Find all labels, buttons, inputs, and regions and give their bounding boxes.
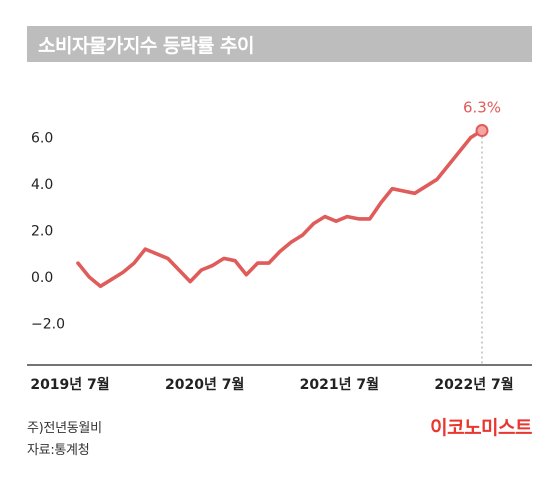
chart-title-bar: 소비자물가지수 등락률 추이 <box>27 26 532 62</box>
x-tick-label: 2021년 7월 <box>300 376 379 393</box>
highlight-marker <box>475 124 489 138</box>
series-line <box>76 128 484 289</box>
highlight-value-label: 6.3% <box>463 99 501 117</box>
x-tick-label: 2022년 7월 <box>434 376 513 393</box>
brand-logo: 이코노미스트 <box>430 417 532 439</box>
y-tick-label: −2.0 <box>31 317 65 333</box>
x-tick-label: 2020년 7월 <box>165 376 244 393</box>
chart-title: 소비자물가지수 등락률 추이 <box>38 34 255 57</box>
y-tick-label: 4.0 <box>31 177 53 193</box>
y-tick-label: 0.0 <box>31 270 53 286</box>
footnote-source: 자료:통계청 <box>27 443 90 458</box>
x-tick-label: 2019년 7월 <box>30 376 109 393</box>
footnotes: 주)전년동월비 자료:통계청 <box>27 418 102 462</box>
footnote-basis: 주)전년동월비 <box>27 421 102 436</box>
y-tick-label: 2.0 <box>31 224 53 240</box>
y-tick-label: 6.0 <box>31 131 53 147</box>
